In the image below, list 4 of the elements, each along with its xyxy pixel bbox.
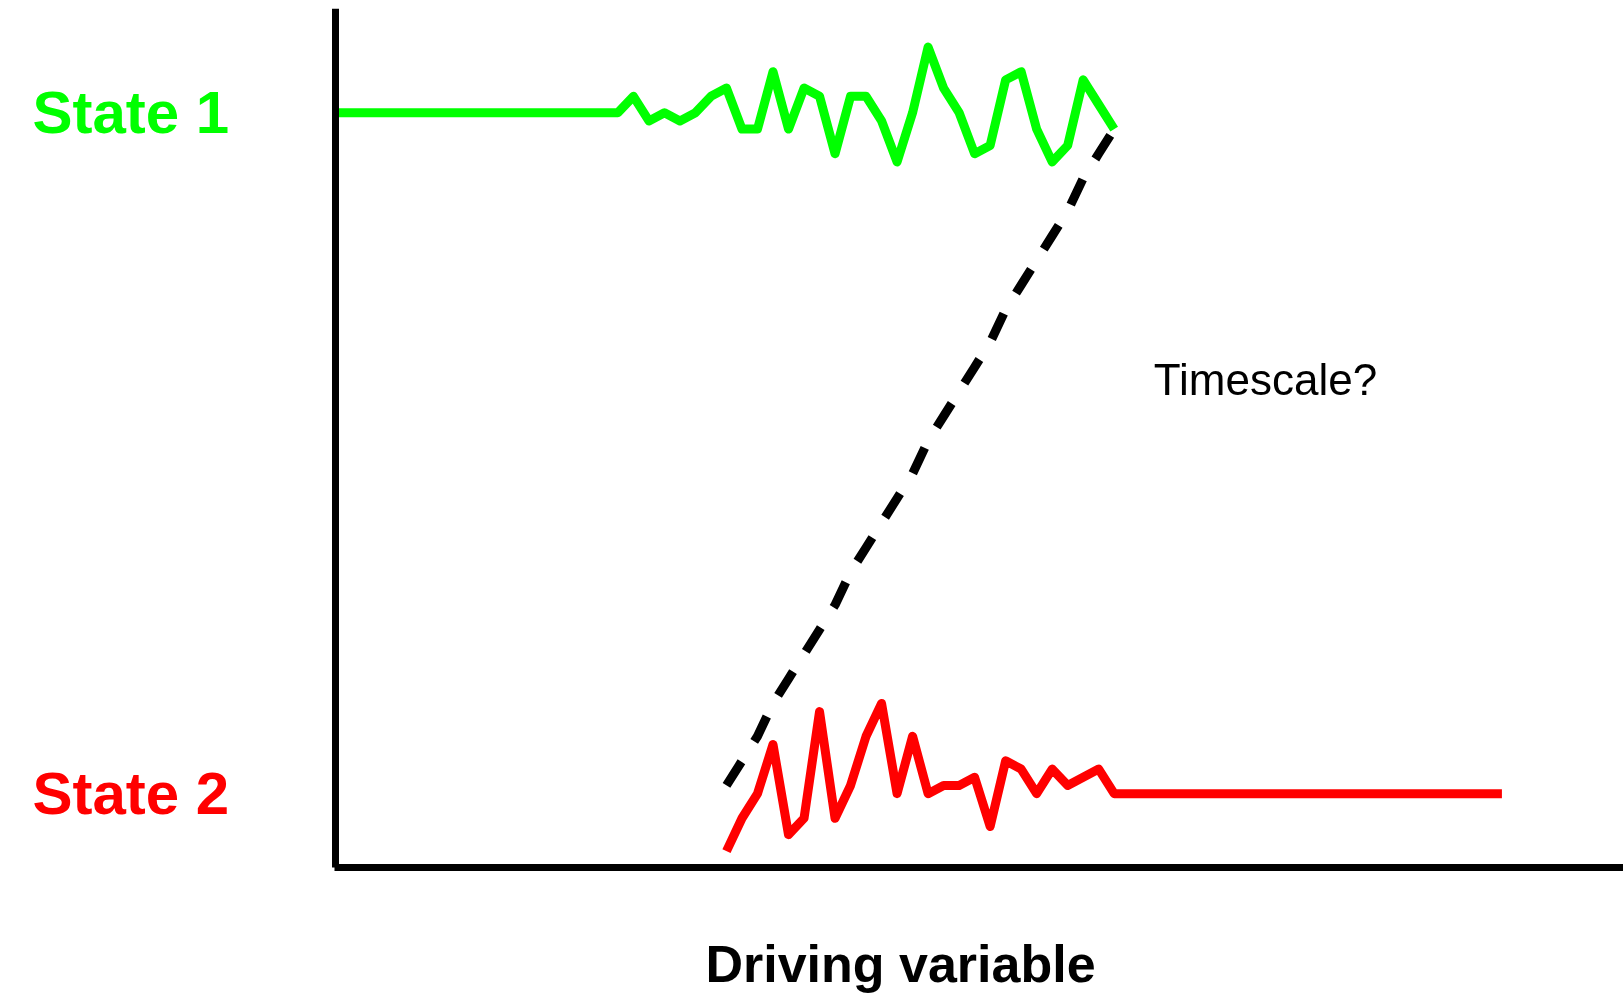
annotation: Timescale? [1153,355,1378,404]
x-axis-title: Driving variable [705,934,1096,993]
series-label: State 1 [32,79,230,147]
text: State 2 [32,760,230,828]
